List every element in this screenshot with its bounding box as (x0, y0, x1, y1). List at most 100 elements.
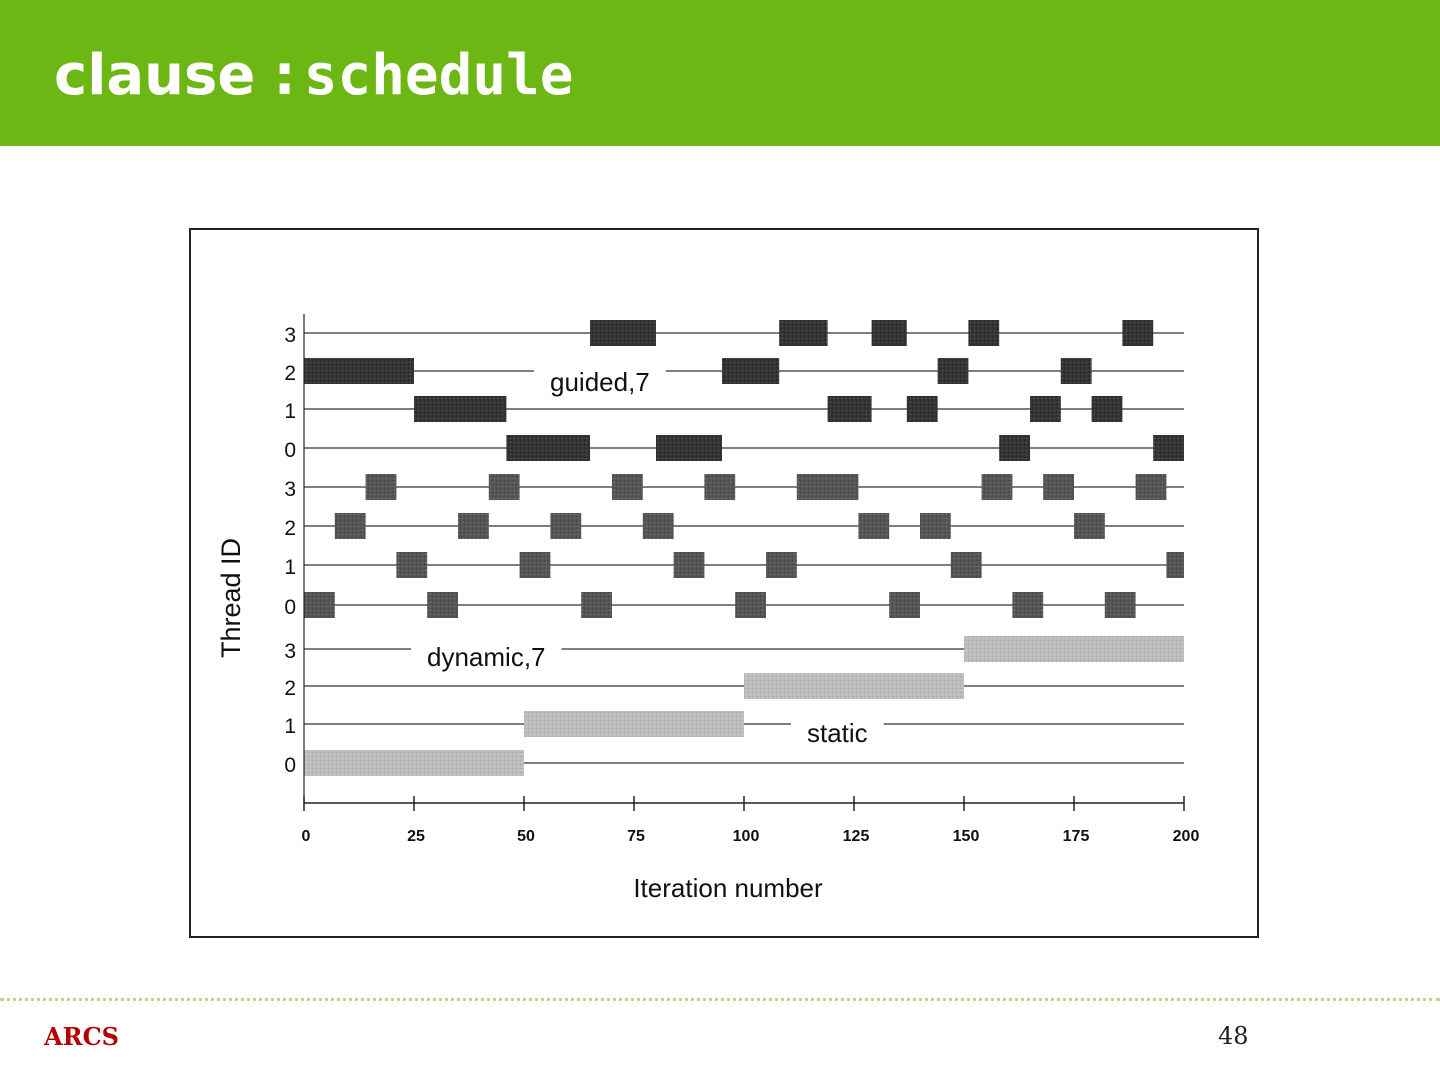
slide-title-code: schedule (303, 43, 574, 108)
iteration-block-texture (735, 592, 766, 618)
thread-id-label: 3 (284, 478, 296, 501)
iteration-block-texture (1091, 396, 1123, 422)
iteration-block-texture (304, 750, 524, 776)
thread-rows: 3 2 1 0 3 2 1 0 3 2 1 0 (284, 320, 1184, 777)
thread-id-label: 2 (284, 677, 296, 700)
iteration-block-texture (365, 474, 397, 500)
schedule-chart-svg: 3 2 1 0 3 2 1 0 3 2 1 0 0 25 50 75 100 125 150 175 200 guid… (189, 228, 1259, 938)
thread-id-label: 0 (284, 439, 296, 462)
iteration-block-texture (858, 513, 890, 539)
thread-id-label: 3 (284, 324, 296, 347)
thread-row-static-3: 3 (284, 636, 1184, 663)
thread-row-dynamic-1: 1 (284, 552, 1184, 579)
iteration-block-texture (999, 435, 1030, 461)
schedule-chart: 3 2 1 0 3 2 1 0 3 2 1 0 0 25 50 75 100 125 150 175 200 guid… (150, 210, 1290, 960)
iteration-block-texture (704, 474, 736, 500)
iteration-block-texture (656, 435, 722, 461)
thread-row-guided-3: 3 (284, 320, 1184, 347)
iteration-block-texture (950, 552, 982, 578)
iteration-block-texture (1043, 474, 1074, 500)
iteration-block-texture (981, 474, 1013, 500)
iteration-block-texture (779, 320, 828, 346)
iteration-block-texture (906, 396, 938, 422)
slide-title-word: clause (54, 43, 256, 108)
iteration-block-texture (1135, 474, 1167, 500)
iteration-block-texture (1153, 435, 1184, 461)
thread-id-label: 0 (284, 596, 296, 619)
footer-logo: ARCS (44, 1022, 119, 1051)
iteration-block-texture (612, 474, 643, 500)
iteration-block-texture (766, 552, 797, 578)
slide-title: clause: schedule (54, 44, 573, 108)
x-tick-label: 200 (1173, 828, 1200, 845)
x-axis: 0 25 50 75 100 125 150 175 200 (302, 314, 1200, 845)
iteration-block-texture (673, 552, 705, 578)
thread-row-dynamic-3: 3 (284, 474, 1184, 501)
iteration-block-texture (396, 552, 428, 578)
thread-row-dynamic-2: 2 (284, 513, 1184, 540)
iteration-block-texture (550, 513, 582, 539)
iteration-block-texture (1060, 358, 1092, 384)
group-label-static: static (807, 718, 868, 748)
iteration-block-texture (642, 513, 674, 539)
x-tick-label: 25 (407, 828, 425, 845)
iteration-block-texture (524, 711, 744, 737)
thread-row-guided-2: 2 (284, 358, 1184, 385)
x-tick-label: 150 (953, 828, 980, 845)
iteration-block-texture (519, 552, 551, 578)
thread-id-label: 0 (284, 754, 296, 777)
iteration-block-texture (1122, 320, 1154, 346)
title-bar: clause: schedule (0, 0, 1440, 146)
x-tick-label: 50 (517, 828, 535, 845)
thread-id-label: 3 (284, 640, 296, 663)
y-axis-label: Thread ID (216, 538, 246, 658)
x-tick-label: 100 (733, 828, 760, 845)
iteration-block-texture (304, 358, 414, 384)
thread-row-static-1: 1 (284, 711, 1184, 738)
thread-id-label: 1 (284, 715, 296, 738)
iteration-block-texture (506, 435, 590, 461)
iteration-block-texture (1074, 513, 1105, 539)
iteration-block-texture (796, 474, 859, 500)
iteration-block-texture (304, 592, 335, 618)
iteration-block-texture (581, 592, 612, 618)
iteration-block-texture (1166, 552, 1184, 578)
iteration-block-texture (1012, 592, 1044, 618)
thread-row-dynamic-0: 0 (284, 592, 1184, 619)
thread-id-label: 2 (284, 517, 296, 540)
iteration-block-texture (458, 513, 489, 539)
iteration-block-texture (889, 592, 920, 618)
chart-frame (189, 228, 1259, 938)
iteration-block-texture (871, 320, 907, 346)
x-tick-label: 175 (1063, 828, 1090, 845)
thread-id-label: 2 (284, 362, 296, 385)
thread-row-static-2: 2 (284, 673, 1184, 700)
iteration-block-texture (968, 320, 1000, 346)
group-label-dynamic: dynamic,7 (427, 642, 546, 672)
iteration-block-texture (1030, 396, 1061, 422)
iteration-block-texture (334, 513, 366, 539)
page-number: 48 (1218, 1022, 1249, 1050)
thread-id-label: 1 (284, 556, 296, 579)
iteration-block-texture (1104, 592, 1136, 618)
slide-title-separator: : (273, 43, 296, 108)
thread-row-guided-1: 1 (284, 396, 1184, 423)
iteration-block-texture (920, 513, 951, 539)
iteration-block-texture (590, 320, 656, 346)
iteration-block-texture (937, 358, 969, 384)
iteration-block-texture (744, 673, 964, 699)
iteration-block-texture (827, 396, 872, 422)
x-tick-label: 0 (302, 828, 311, 845)
x-axis-label: Iteration number (633, 873, 823, 903)
thread-id-label: 1 (284, 400, 296, 423)
thread-row-static-0: 0 (284, 750, 1184, 777)
iteration-block-texture (722, 358, 780, 384)
iteration-block-texture (964, 636, 1184, 662)
thread-row-guided-0: 0 (284, 435, 1184, 462)
iteration-block-texture (414, 396, 507, 422)
iteration-block-texture (427, 592, 458, 618)
x-tick-label: 125 (843, 828, 870, 845)
group-label-guided: guided,7 (550, 367, 650, 397)
footer-divider (0, 998, 1440, 1001)
x-tick-label: 75 (627, 828, 645, 845)
